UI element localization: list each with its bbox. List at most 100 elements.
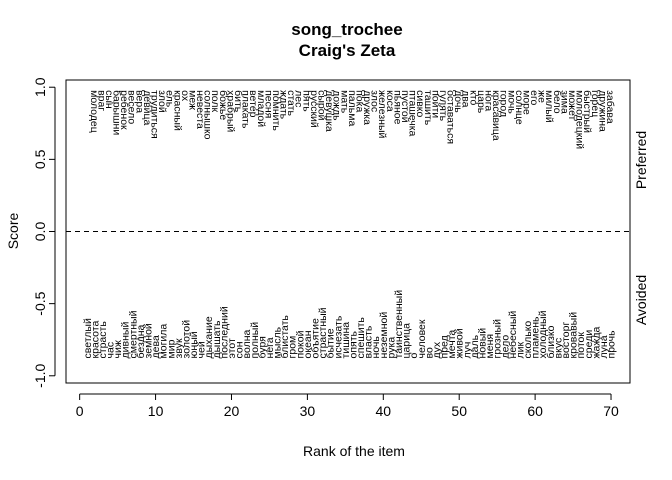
avoided-word: юный <box>188 331 200 358</box>
preferred-word: молодецкий <box>574 90 586 149</box>
avoided-word: небесный <box>507 311 519 359</box>
avoided-word: жажда <box>590 326 602 358</box>
preferred-word: вера <box>133 90 145 113</box>
preferred-word: солнышко <box>202 90 214 140</box>
avoided-word: чиж <box>112 340 124 358</box>
avoided-word: страсть <box>97 321 109 359</box>
x-tick-label: 20 <box>224 403 240 419</box>
preferred-word: пять <box>300 90 312 112</box>
preferred-word: злос <box>369 90 381 112</box>
avoided-word: могила <box>158 324 170 359</box>
preferred-word: быстрый <box>581 90 593 133</box>
avoided-word: живой <box>454 328 466 358</box>
preferred-word: ель <box>164 90 176 108</box>
avoided-word: сон <box>234 341 246 358</box>
y-tick-label: 0.5 <box>32 149 48 169</box>
x-tick-label: 70 <box>603 403 619 419</box>
avoided-word: полный <box>249 322 261 359</box>
avoided-word: даль <box>469 334 481 358</box>
preferred-word: может <box>566 90 578 120</box>
avoided-word: светлый <box>82 318 94 358</box>
preferred-word: божье <box>217 90 229 120</box>
x-tick-label: 50 <box>451 403 467 419</box>
preferred-word: зима <box>558 90 570 114</box>
avoided-label: Avoided <box>633 275 649 325</box>
preferred-word: нога <box>482 90 494 111</box>
preferred-word: мать <box>338 90 350 114</box>
avoided-word: рука <box>385 337 397 359</box>
avoided-word: ночь <box>370 336 382 359</box>
avoided-word: гром <box>287 336 299 359</box>
preferred-words: молодецврагсынбарышниребеноквеселовераде… <box>88 90 616 149</box>
preferred-word: мочь <box>505 90 517 114</box>
avoided-word: пред <box>439 335 451 358</box>
avoided-word: бездна <box>135 324 147 358</box>
avoided-word: неземной <box>378 312 390 359</box>
avoided-word: таинственный <box>393 290 405 359</box>
avoided-word: этот <box>226 338 238 358</box>
avoided-word: дева <box>150 335 162 358</box>
preferred-word: солнце <box>513 90 525 125</box>
avoided-word: пламень <box>530 316 542 359</box>
x-axis: 0 10 20 30 40 50 60 70 <box>76 393 619 419</box>
avoided-word: вкус <box>552 338 564 359</box>
avoided-word: покой <box>294 330 306 358</box>
avoided-word: власть <box>363 325 375 358</box>
preferred-word: же <box>536 90 548 103</box>
preferred-word: невеста <box>194 90 206 129</box>
preferred-word: море <box>520 90 532 115</box>
avoided-word: луч <box>461 342 473 359</box>
avoided-word: последний <box>218 306 230 358</box>
avoided-word: грозный <box>492 319 504 359</box>
preferred-word: пойти <box>429 90 441 118</box>
avoided-word: чей <box>196 341 208 358</box>
preferred-word: горец <box>589 90 601 117</box>
x-tick-label: 0 <box>76 403 84 419</box>
preferred-word: полк <box>209 90 221 112</box>
avoided-word: царица <box>401 323 413 359</box>
avoided-word: опять <box>347 330 359 358</box>
avoided-word: новый <box>476 328 488 359</box>
y-tick-label: -0.5 <box>32 291 48 315</box>
avoided-word: дело <box>499 335 511 359</box>
preferred-word: девушка <box>323 90 335 132</box>
preferred-word: красавица <box>490 90 502 141</box>
preferred-word: пташечка <box>407 90 419 136</box>
preferred-word: ждать <box>278 90 290 120</box>
preferred-word: помнить <box>270 90 282 131</box>
preferred-word: меж <box>186 90 198 110</box>
avoided-word: кровавый <box>568 312 580 359</box>
avoided-word: во <box>423 347 435 358</box>
preferred-word: храбрый <box>224 90 236 132</box>
preferred-word: стать <box>285 90 297 116</box>
preferred-word: коса <box>384 90 396 112</box>
avoided-word: нега <box>264 337 276 358</box>
y-axis-label: Score <box>5 213 21 250</box>
avoided-word: дыхание <box>203 316 215 358</box>
avoided-word: дивный <box>120 322 132 359</box>
avoided-word: человек <box>416 319 428 358</box>
avoided-word: поток <box>575 332 587 359</box>
avoided-word: мир <box>165 339 177 358</box>
preferred-word: ветер <box>247 90 259 117</box>
preferred-word: девица <box>141 90 153 125</box>
y-tick-label: -1.0 <box>32 364 48 388</box>
avoided-word: страстный <box>317 307 329 358</box>
preferred-word: его <box>528 90 540 105</box>
avoided-word: о <box>408 352 420 358</box>
avoided-word: смертный <box>127 310 139 358</box>
preferred-word: трудиться <box>148 90 160 139</box>
y-axis: -1.0 -0.5 0.0 0.5 1.0 <box>32 77 56 388</box>
preferred-word: пока <box>353 90 365 112</box>
preferred-word: оставаться <box>445 90 457 144</box>
avoided-word: час <box>105 342 117 359</box>
avoided-word: золотой <box>180 320 192 359</box>
avoided-word: буря <box>256 336 268 358</box>
x-axis-label: Rank of the item <box>303 443 405 459</box>
avoided-word: лик <box>514 341 526 358</box>
avoided-word: луна <box>598 335 610 358</box>
avoided-word: меня <box>484 334 496 359</box>
preferred-word: милый <box>543 90 555 123</box>
preferred-word: пьяное <box>391 90 403 124</box>
